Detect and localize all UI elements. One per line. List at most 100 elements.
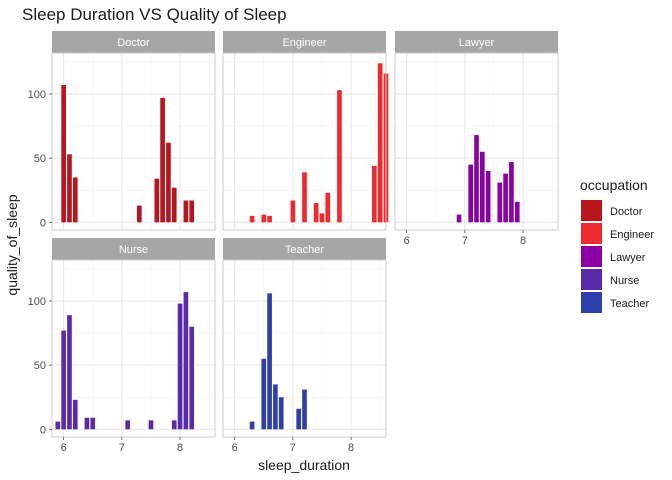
bar (61, 330, 66, 430)
facet-strip-label: Engineer (282, 37, 326, 49)
bar (273, 384, 278, 430)
y-tick-label: 50 (34, 153, 46, 165)
bar (485, 171, 491, 223)
bar (325, 192, 331, 223)
bar (171, 420, 177, 430)
bar (61, 85, 66, 223)
legend: occupation Doctor Engineer Lawyer Nurse Teac… (580, 177, 654, 313)
x-tick-label: 8 (348, 442, 354, 454)
bar (474, 135, 479, 223)
legend-item-lawyer: Lawyer (581, 246, 646, 267)
facet-panel-lawyer: Lawyer (394, 31, 559, 231)
facet-strip (395, 31, 558, 53)
panel-border (222, 52, 387, 231)
x-tick-label: 6 (404, 235, 410, 247)
legend-item-nurse: Nurse (581, 269, 639, 290)
facet-strip (52, 31, 215, 53)
bar (90, 417, 96, 430)
x-axis-labels: 6 7 8 6 7 8 6 7 8 (61, 230, 526, 454)
panel-border (394, 52, 559, 231)
y-tick-label: 0 (40, 424, 46, 436)
bar (261, 358, 267, 430)
y-tick-label: 50 (34, 360, 46, 372)
bar (514, 201, 520, 223)
bar (267, 215, 272, 223)
y-axis-title: quality_of_sleep (4, 194, 20, 295)
bar (72, 399, 78, 430)
bar (136, 205, 142, 223)
legend-label: Doctor (610, 206, 643, 218)
legend-label: Lawyer (610, 252, 646, 264)
bar (154, 178, 160, 223)
legend-item-teacher: Teacher (581, 292, 649, 313)
bar (183, 292, 189, 430)
bar (468, 164, 474, 223)
facet-strip-label: Doctor (117, 37, 150, 49)
y-tick-label: 100 (28, 296, 46, 308)
bar (503, 173, 508, 223)
bar (67, 154, 72, 223)
bar (261, 214, 267, 223)
facet-strip (223, 31, 386, 53)
legend-title: occupation (580, 177, 648, 193)
legend-label: Engineer (610, 229, 654, 241)
facet-panel-nurse: Nurse (51, 238, 216, 438)
bar (497, 182, 503, 223)
chart-title: Sleep Duration VS Quality of Sleep (22, 5, 287, 24)
facet-strip-label: Nurse (119, 244, 148, 256)
bar (183, 200, 189, 223)
bar (72, 177, 78, 223)
panel-border (51, 259, 216, 438)
y-axis-labels: 0 50 100 0 50 100 (28, 89, 52, 436)
facet-strip (223, 238, 386, 260)
panel-border (51, 52, 216, 231)
bar (84, 417, 90, 430)
facet-strip-label: Lawyer (459, 37, 495, 49)
x-tick-label: 7 (462, 235, 468, 247)
facet-panel-engineer: Engineer (222, 31, 389, 231)
x-tick-label: 6 (232, 442, 238, 454)
legend-item-doctor: Doctor (581, 200, 643, 221)
bar (337, 90, 342, 223)
bar (171, 187, 177, 223)
x-tick-label: 7 (119, 442, 125, 454)
x-axis-title: sleep_duration (258, 457, 350, 473)
facet-panels: Doctor Engineer Lawyer Nurse Teacher (51, 31, 559, 438)
facet-panel-teacher: Teacher (222, 238, 387, 438)
bar (296, 408, 302, 430)
bar (160, 97, 165, 223)
y-tick-label: 100 (28, 89, 46, 101)
bar (125, 420, 131, 430)
bar (189, 326, 195, 430)
panel-border (222, 259, 387, 438)
legend-swatch (581, 223, 602, 244)
bar (509, 162, 514, 223)
legend-swatch (581, 200, 602, 221)
bar (479, 151, 485, 223)
bar (189, 200, 195, 223)
y-tick-label: 0 (40, 217, 46, 229)
bar (313, 203, 319, 223)
bar (55, 421, 61, 430)
bar (148, 420, 154, 430)
legend-swatch (581, 292, 602, 313)
facet-panel-doctor: Doctor (51, 31, 216, 231)
facet-strip (52, 238, 215, 260)
bar (166, 142, 171, 223)
bar (302, 389, 307, 430)
bar (278, 397, 284, 430)
legend-label: Nurse (610, 275, 639, 287)
legend-swatch (581, 269, 602, 290)
legend-swatch (581, 246, 602, 267)
x-tick-label: 6 (61, 442, 67, 454)
bar (377, 63, 383, 223)
bar (249, 215, 255, 223)
bar (319, 213, 325, 223)
legend-item-engineer: Engineer (581, 223, 654, 244)
bar (267, 293, 272, 430)
x-tick-label: 7 (290, 442, 296, 454)
bar (456, 214, 462, 223)
facet-strip-label: Teacher (285, 244, 324, 256)
bar (290, 200, 296, 223)
